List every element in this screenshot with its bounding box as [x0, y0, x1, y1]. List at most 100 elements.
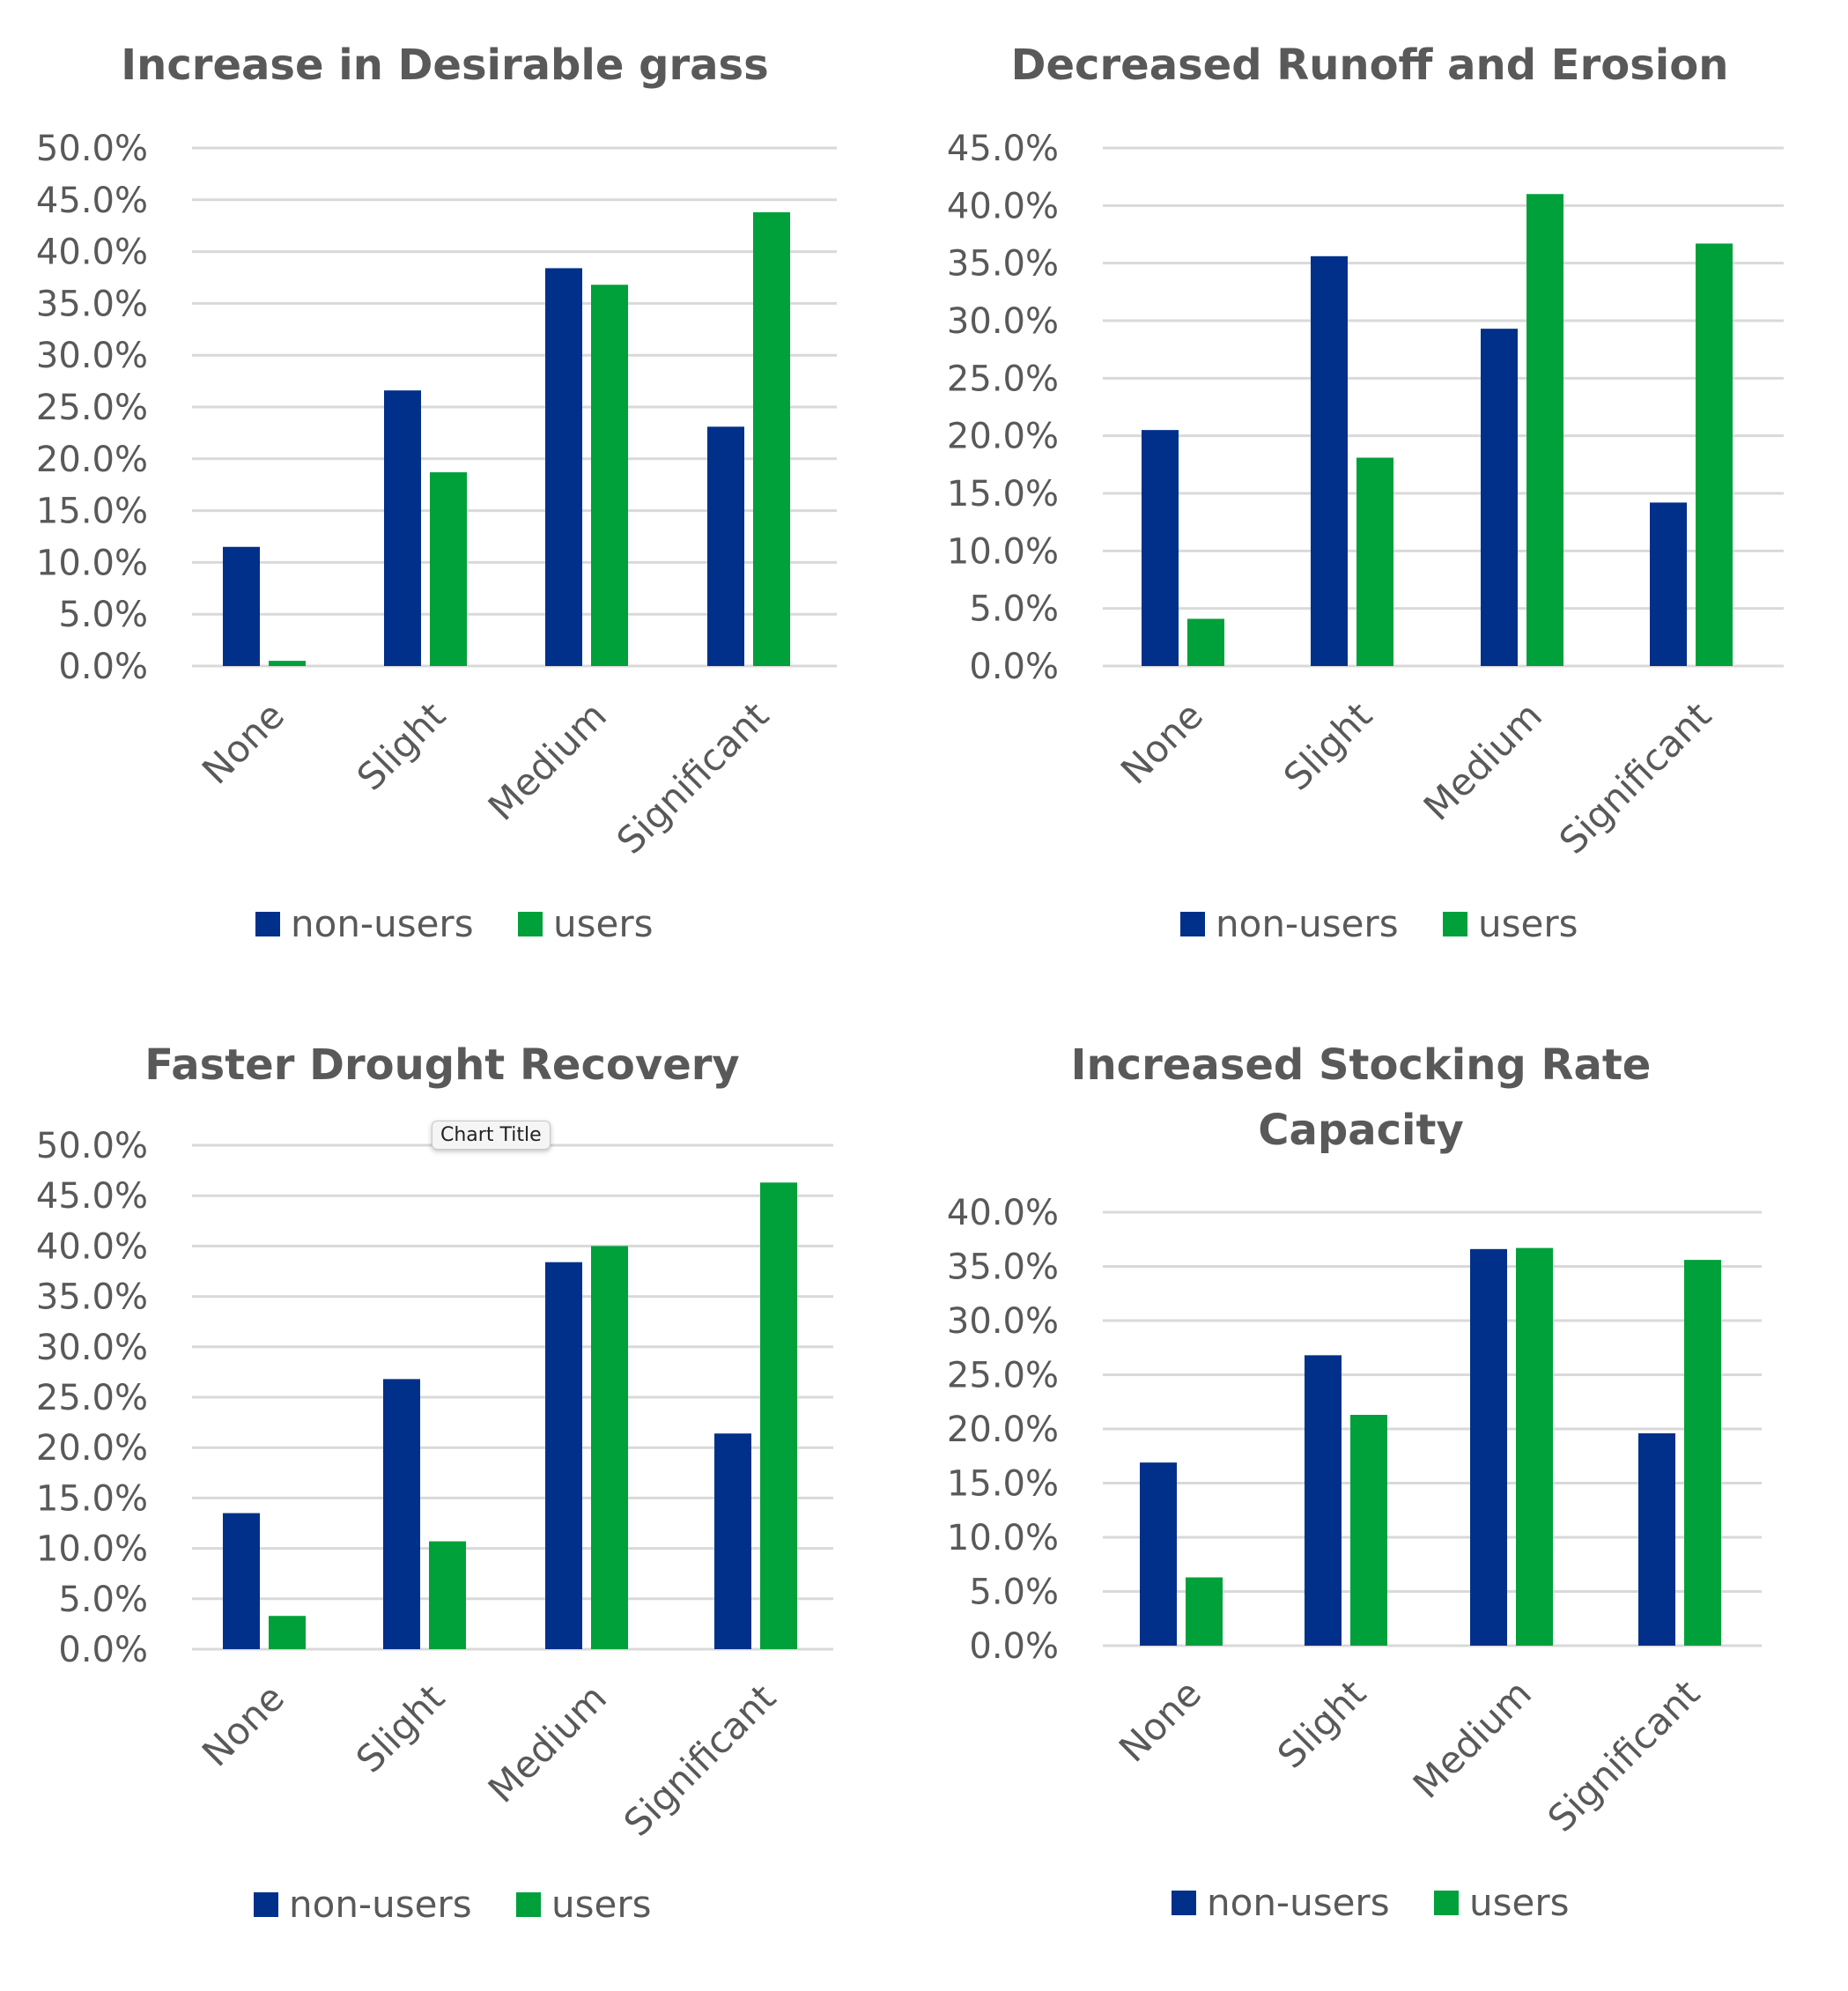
- y-tick-label: 10.0%: [947, 1518, 1059, 1558]
- bar-non-users-significant: [714, 1433, 751, 1649]
- y-tick-label: 40.0%: [36, 1226, 148, 1267]
- y-tick-label: 25.0%: [36, 388, 148, 428]
- bar-users-none: [1186, 1577, 1223, 1646]
- bar-non-users-slight: [384, 390, 421, 666]
- legend-label: users: [553, 902, 654, 945]
- legend-label: non-users: [1207, 1881, 1390, 1924]
- bar-users-medium: [591, 1246, 628, 1649]
- y-tick-label: 40.0%: [36, 233, 148, 273]
- legend-label: users: [1478, 902, 1578, 945]
- y-tick-label: 45.0%: [36, 1176, 148, 1217]
- legend-swatch: [255, 912, 280, 936]
- chart-title: Faster Drought Recovery: [144, 1040, 739, 1090]
- legend-swatch: [1180, 912, 1205, 936]
- legend-label: non-users: [291, 902, 474, 945]
- chart-title: Capacity: [1258, 1106, 1464, 1155]
- y-tick-label: 30.0%: [947, 301, 1059, 342]
- category-label: Medium: [1416, 693, 1550, 828]
- bar-users-slight: [430, 472, 467, 666]
- bar-users-slight: [1350, 1415, 1387, 1646]
- legend-swatch: [1434, 1891, 1459, 1915]
- y-tick-label: 20.0%: [36, 440, 148, 480]
- legend-swatch: [1443, 912, 1467, 936]
- legend-swatch: [516, 1892, 541, 1917]
- y-tick-label: 30.0%: [36, 1328, 148, 1368]
- bar-users-medium: [1526, 194, 1563, 666]
- chart-3: Faster Drought Recovery 0.0% 5.0% 10.0% 15.0…: [36, 1040, 833, 1926]
- legend-label: non-users: [289, 1883, 472, 1926]
- chart-title-tooltip: Chart Title: [432, 1121, 551, 1150]
- y-tick-label: 15.0%: [36, 1478, 148, 1519]
- bar-non-users-none: [1140, 1462, 1177, 1646]
- y-tick-label: 15.0%: [947, 1464, 1059, 1505]
- category-label: Significant: [616, 1676, 784, 1844]
- y-tick-label: 25.0%: [947, 359, 1059, 399]
- bar-non-users-significant: [1638, 1432, 1675, 1646]
- y-tick-label: 5.0%: [58, 595, 148, 635]
- bar-users-none: [269, 661, 306, 666]
- category-label: Medium: [480, 693, 615, 828]
- bar-users-slight: [1356, 457, 1393, 666]
- bar-users-none: [269, 1616, 306, 1649]
- y-tick-label: 0.0%: [969, 1626, 1059, 1667]
- category-label: Significant: [1540, 1671, 1708, 1839]
- chart-2: Decreased Runoff and Erosion 0.0% 5.0% 10.0…: [947, 41, 1784, 945]
- y-tick-label: 35.0%: [36, 1277, 148, 1318]
- chart-4: Increased Stocking Rate Capacity 0.0% 5.0% 1…: [947, 1040, 1762, 1924]
- bar-non-users-slight: [383, 1379, 420, 1649]
- bar-non-users-none: [223, 546, 260, 666]
- category-label: Slight: [1275, 693, 1380, 798]
- legend-swatch: [254, 1892, 278, 1917]
- category-label: Significant: [1551, 693, 1719, 862]
- category-label: Slight: [348, 1676, 453, 1780]
- chart-title: Decreased Runoff and Erosion: [1011, 41, 1729, 90]
- y-tick-label: 20.0%: [947, 417, 1059, 457]
- y-tick-label: 40.0%: [947, 186, 1059, 226]
- bar-non-users-medium: [545, 268, 582, 666]
- bar-non-users-none: [1142, 430, 1179, 666]
- legend-label: users: [551, 1883, 652, 1926]
- bar-users-significant: [760, 1182, 797, 1649]
- category-label: None: [1112, 693, 1211, 792]
- y-tick-label: 0.0%: [969, 647, 1059, 687]
- bar-users-significant: [1696, 243, 1733, 666]
- bar-non-users-medium: [1481, 329, 1518, 666]
- y-tick-label: 45.0%: [947, 129, 1059, 169]
- bar-non-users-slight: [1305, 1355, 1342, 1646]
- bar-non-users-significant: [707, 426, 744, 666]
- y-tick-label: 15.0%: [947, 474, 1059, 514]
- category-label: Slight: [349, 693, 454, 798]
- y-tick-label: 10.0%: [36, 543, 148, 583]
- chart-title: Increased Stocking Rate: [1071, 1040, 1652, 1090]
- category-label: None: [194, 1676, 292, 1774]
- y-tick-label: 40.0%: [947, 1193, 1059, 1233]
- category-label: Significant: [609, 693, 777, 862]
- y-tick-label: 20.0%: [947, 1410, 1059, 1450]
- y-tick-label: 5.0%: [969, 1573, 1059, 1613]
- y-tick-label: 25.0%: [947, 1356, 1059, 1396]
- category-label: Medium: [480, 1676, 615, 1810]
- bar-non-users-medium: [545, 1262, 582, 1649]
- legend-label: non-users: [1216, 902, 1399, 945]
- bar-users-none: [1187, 618, 1224, 666]
- y-tick-label: 5.0%: [58, 1580, 148, 1620]
- bar-non-users-slight: [1311, 255, 1348, 666]
- y-tick-label: 15.0%: [36, 492, 148, 532]
- category-label: None: [1111, 1671, 1209, 1770]
- y-tick-label: 30.0%: [947, 1301, 1059, 1342]
- bar-users-medium: [591, 285, 628, 666]
- y-tick-label: 5.0%: [969, 589, 1059, 630]
- y-tick-label: 20.0%: [36, 1428, 148, 1469]
- y-tick-label: 0.0%: [58, 647, 148, 687]
- y-tick-label: 45.0%: [36, 181, 148, 221]
- y-tick-label: 50.0%: [36, 129, 148, 169]
- y-tick-label: 35.0%: [947, 1247, 1059, 1288]
- chart-1: Increase in Desirable grass 0.0% 5.0% 10.0%…: [36, 41, 837, 945]
- bar-users-medium: [1516, 1247, 1553, 1646]
- bar-users-significant: [753, 211, 790, 667]
- y-tick-label: 35.0%: [36, 284, 148, 324]
- y-tick-label: 10.0%: [947, 531, 1059, 572]
- y-tick-label: 50.0%: [36, 1126, 148, 1166]
- y-tick-label: 10.0%: [36, 1529, 148, 1570]
